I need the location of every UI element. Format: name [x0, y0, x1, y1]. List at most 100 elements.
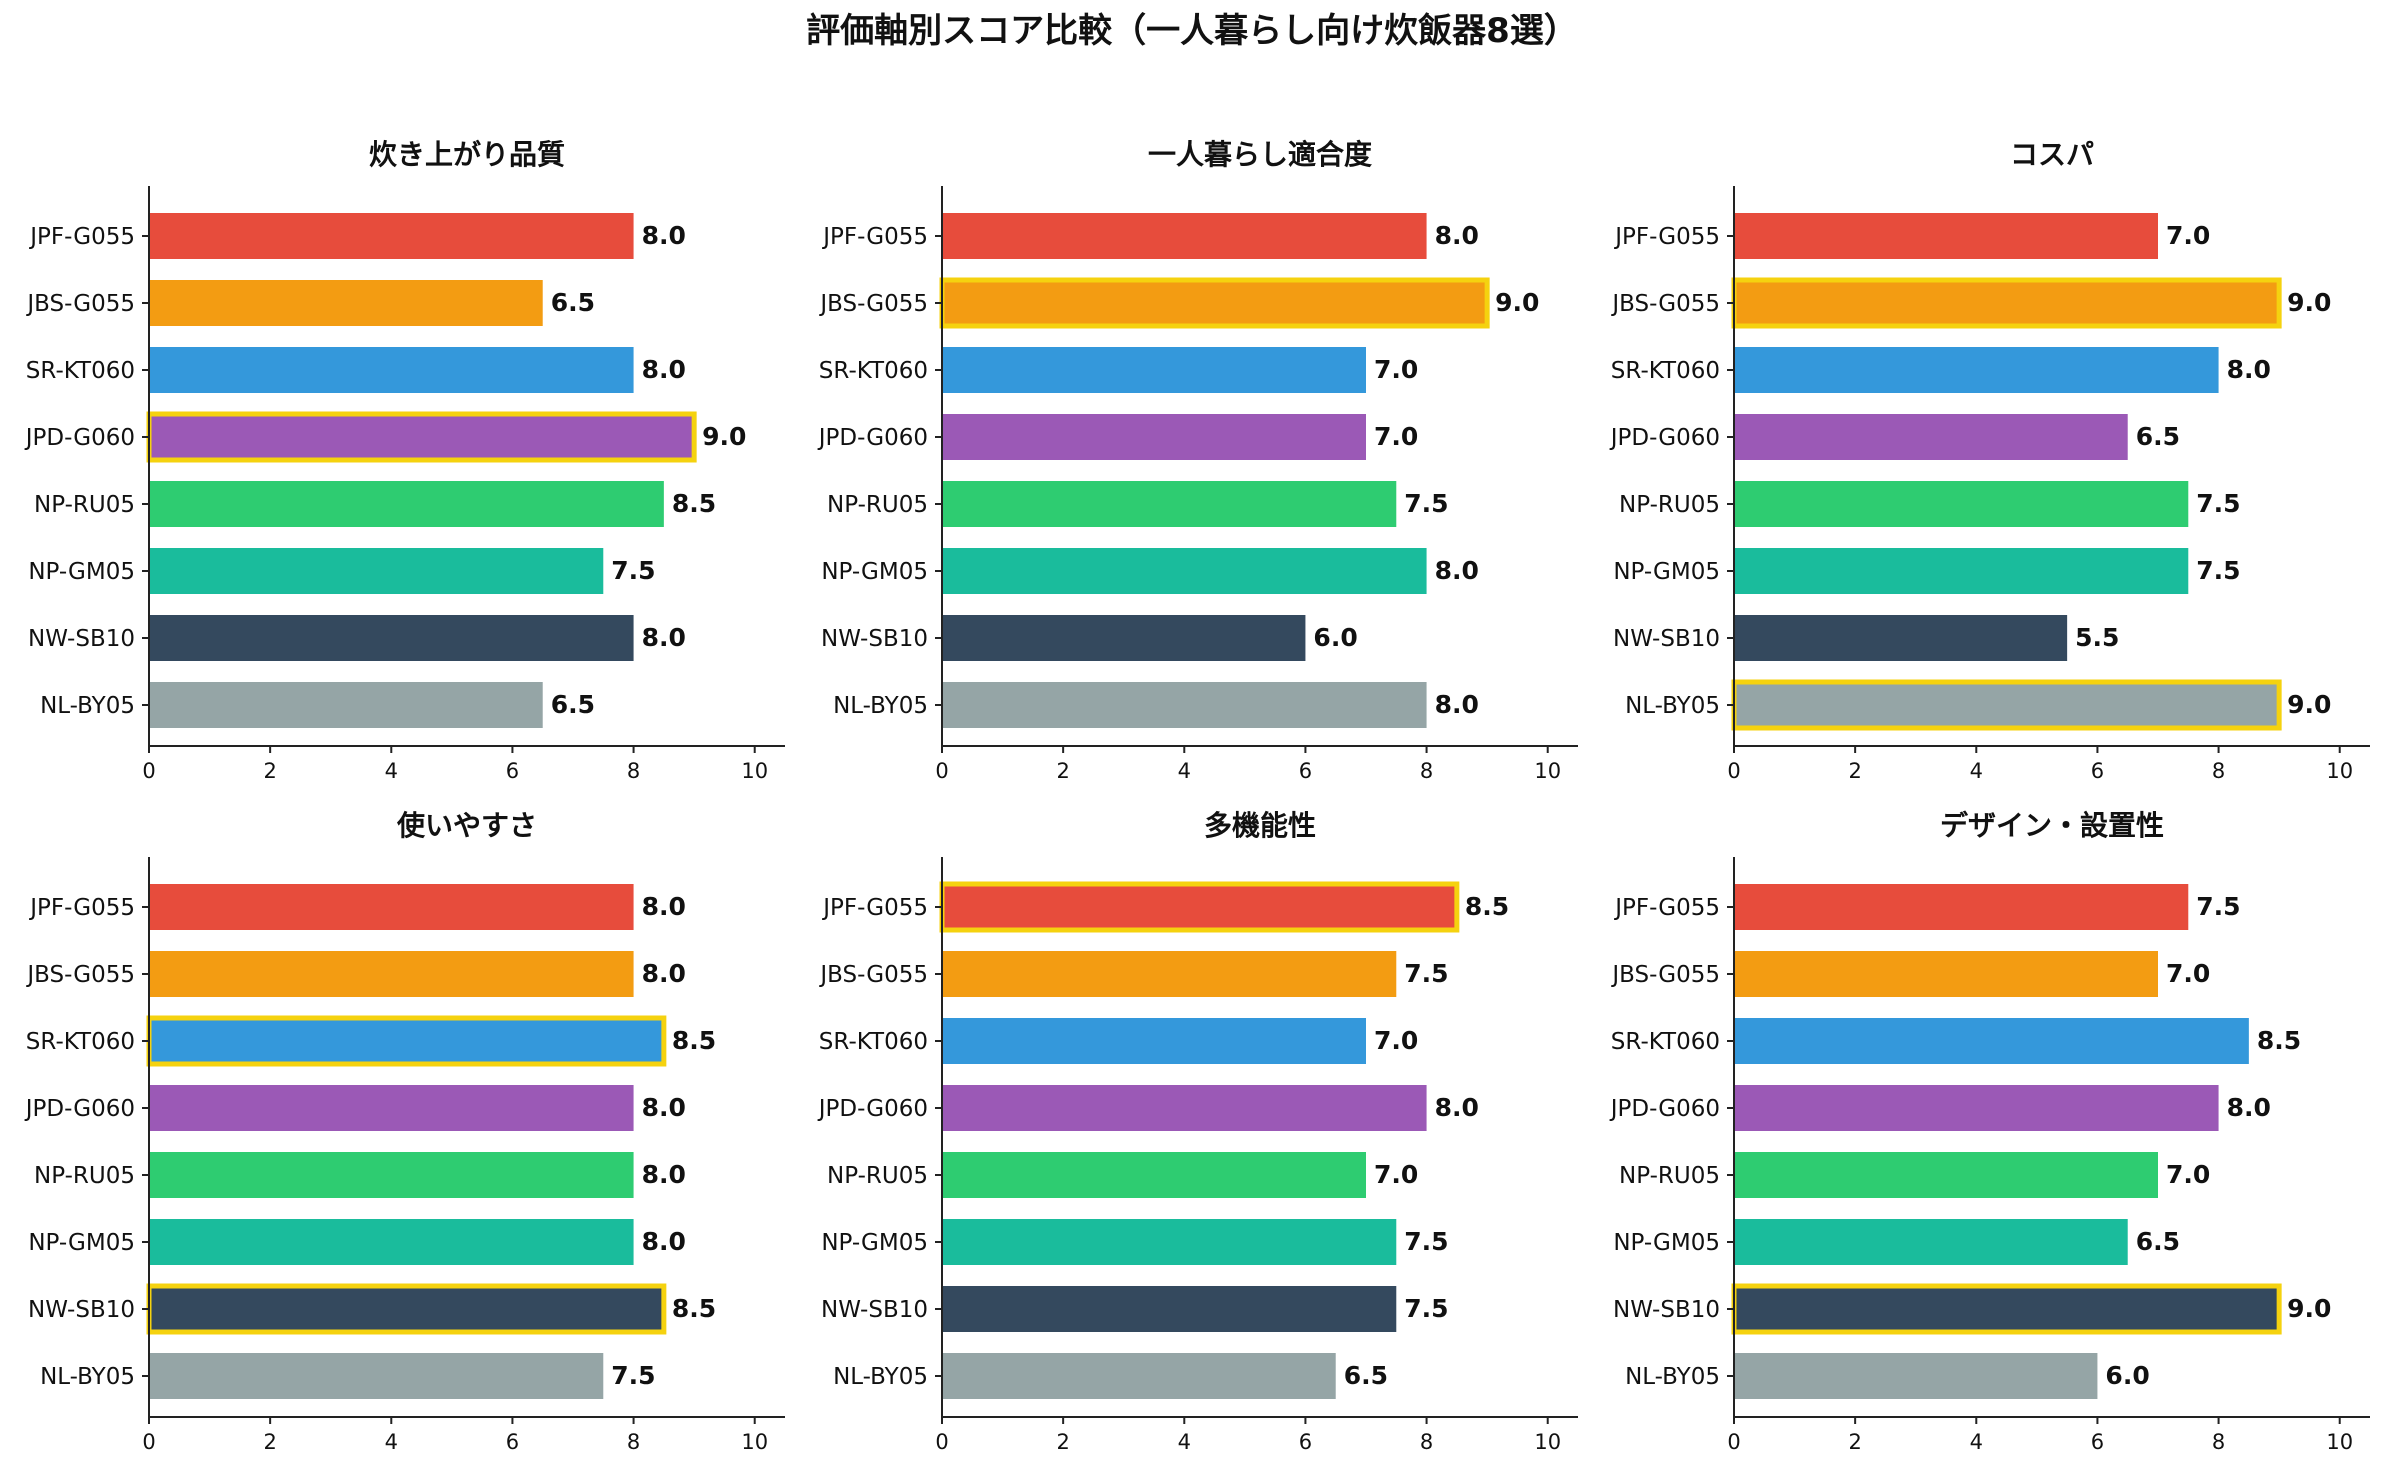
category-label: NL-BY05	[833, 693, 928, 719]
bar-jbs-g055	[1731, 277, 2282, 329]
chart-panel-1: 炊き上がり品質 JPF-G055 8.0 JBS-G055 6.5 SR-KT060 8.0…	[24, 138, 785, 783]
value-label: 8.0	[642, 1093, 686, 1122]
x-tick-label: 4	[1970, 759, 1983, 783]
value-label: 7.0	[2166, 959, 2210, 988]
x-tick-label: 10	[741, 759, 768, 783]
category-label: JBS-G055	[1610, 962, 1720, 988]
bar-np-gm05	[942, 1219, 1397, 1265]
value-label: 7.0	[2166, 1160, 2210, 1189]
panel-title: デザイン・設置性	[1940, 809, 2164, 842]
category-label: JPD-G060	[24, 425, 135, 451]
value-label: 6.5	[551, 288, 595, 317]
bar-nl-by05	[942, 1353, 1336, 1399]
category-label: NP-GM05	[28, 559, 135, 585]
category-label: JBS-G055	[1610, 291, 1720, 317]
category-label: NP-GM05	[821, 559, 928, 585]
bar-nw-sb10	[146, 1283, 667, 1335]
bar-nw-sb10	[1731, 1283, 2282, 1335]
value-label: 7.0	[1374, 422, 1418, 451]
chart-panels: 炊き上がり品質 JPF-G055 8.0 JBS-G055 6.5 SR-KT060 8.0…	[24, 138, 2370, 1454]
bar-jpf-g055	[939, 881, 1460, 933]
category-label: NP-GM05	[1613, 559, 1720, 585]
bar-sr-kt060	[146, 1015, 667, 1067]
x-tick-label: 10	[741, 1430, 768, 1454]
value-label: 8.0	[642, 221, 686, 250]
category-label: JBS-G055	[25, 291, 135, 317]
bar-jbs-g055	[149, 951, 634, 997]
category-label: NP-RU05	[1619, 1163, 1720, 1189]
x-tick-label: 4	[1178, 1430, 1191, 1454]
bar-sr-kt060	[1734, 1018, 2249, 1064]
x-tick-label: 2	[1848, 759, 1861, 783]
x-tick-label: 2	[263, 759, 276, 783]
chart-panel-5: 多機能性 JPF-G055 8.5 JBS-G055 7.5 SR-KT060 7.0 JPD…	[817, 809, 1578, 1454]
category-label: NP-RU05	[827, 1163, 928, 1189]
category-label: NW-SB10	[1613, 626, 1720, 652]
x-tick-label: 10	[1534, 759, 1561, 783]
bar-jpf-g055	[1734, 884, 2189, 930]
x-tick-label: 0	[142, 1430, 155, 1454]
bar-np-gm05	[149, 1219, 634, 1265]
value-label: 8.0	[1435, 556, 1479, 585]
value-label: 7.5	[1404, 959, 1448, 988]
value-label: 7.5	[611, 1361, 655, 1390]
value-label: 6.0	[2105, 1361, 2149, 1390]
category-label: JPF-G055	[28, 224, 135, 250]
value-label: 7.5	[2196, 892, 2240, 921]
category-label: NP-RU05	[34, 492, 135, 518]
bar-np-ru05	[942, 1152, 1366, 1198]
category-label: NL-BY05	[833, 1364, 928, 1390]
x-tick-label: 10	[2326, 759, 2353, 783]
x-tick-label: 8	[1420, 759, 1433, 783]
bar-nw-sb10	[942, 615, 1306, 661]
value-label: 8.0	[1435, 1093, 1479, 1122]
value-label: 8.0	[642, 1160, 686, 1189]
value-label: 8.5	[672, 489, 716, 518]
figure-title: 評価軸別スコア比較（一人暮らし向け炊飯器8選）	[806, 11, 1578, 51]
category-label: SR-KT060	[819, 1029, 928, 1055]
value-label: 8.0	[1435, 690, 1479, 719]
bar-nl-by05	[1734, 1353, 2098, 1399]
x-tick-label: 6	[506, 759, 519, 783]
x-tick-label: 4	[1178, 759, 1191, 783]
value-label: 9.0	[2287, 288, 2331, 317]
bar-np-ru05	[942, 481, 1397, 527]
category-label: NW-SB10	[1613, 1297, 1720, 1323]
value-label: 8.5	[1465, 892, 1509, 921]
category-label: NL-BY05	[1625, 693, 1720, 719]
category-label: SR-KT060	[26, 358, 135, 384]
bar-nw-sb10	[149, 615, 634, 661]
bar-nw-sb10	[942, 1286, 1397, 1332]
bar-jpf-g055	[1734, 213, 2158, 259]
category-label: JBS-G055	[818, 962, 928, 988]
bar-jbs-g055	[149, 280, 543, 326]
x-tick-label: 2	[1056, 759, 1069, 783]
bar-jpd-g060	[1734, 414, 2128, 460]
bar-np-ru05	[149, 481, 664, 527]
value-label: 6.5	[1344, 1361, 1388, 1390]
value-label: 7.5	[1404, 1294, 1448, 1323]
x-tick-label: 2	[1056, 1430, 1069, 1454]
bar-jpf-g055	[942, 213, 1427, 259]
bar-sr-kt060	[942, 1018, 1366, 1064]
x-tick-label: 4	[385, 1430, 398, 1454]
x-tick-label: 6	[2091, 1430, 2104, 1454]
value-label: 8.0	[642, 623, 686, 652]
bar-np-ru05	[149, 1152, 634, 1198]
x-tick-label: 6	[1299, 759, 1312, 783]
chart-panel-2: 一人暮らし適合度 JPF-G055 8.0 JBS-G055 9.0 SR-KT060 7.…	[817, 138, 1578, 783]
category-label: NP-GM05	[1613, 1230, 1720, 1256]
x-tick-label: 2	[1848, 1430, 1861, 1454]
x-tick-label: 10	[1534, 1430, 1561, 1454]
panel-title: コスパ	[2010, 138, 2094, 171]
value-label: 7.5	[1404, 1227, 1448, 1256]
category-label: JPF-G055	[1613, 895, 1720, 921]
bar-sr-kt060	[942, 347, 1366, 393]
value-label: 8.0	[642, 355, 686, 384]
category-label: JPF-G055	[821, 224, 928, 250]
category-label: NW-SB10	[821, 1297, 928, 1323]
x-tick-label: 4	[385, 759, 398, 783]
value-label: 8.0	[2227, 355, 2271, 384]
panel-title: 一人暮らし適合度	[1148, 138, 1372, 171]
